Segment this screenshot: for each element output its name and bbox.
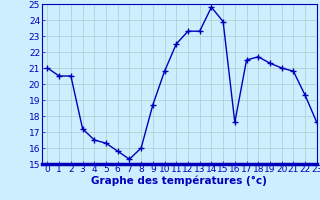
X-axis label: Graphe des températures (°c): Graphe des températures (°c) [91, 176, 267, 186]
